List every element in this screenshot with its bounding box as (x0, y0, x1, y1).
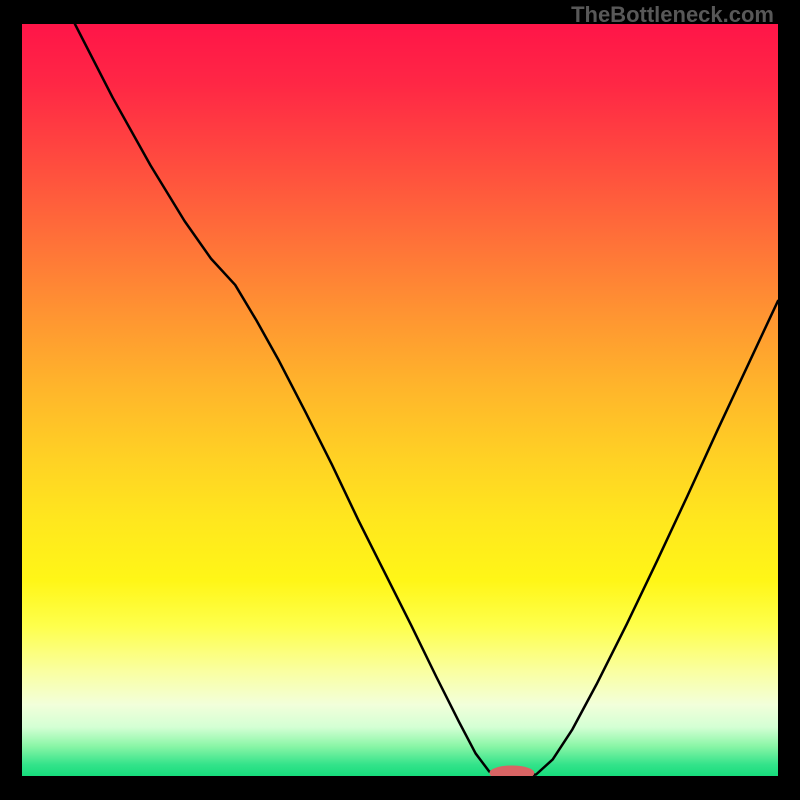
chart-container: TheBottleneck.com (0, 0, 800, 800)
plot-area (22, 24, 778, 776)
watermark-text: TheBottleneck.com (571, 2, 774, 28)
chart-svg (22, 24, 778, 776)
border-right (778, 0, 800, 800)
border-left (0, 0, 22, 800)
border-bottom (0, 776, 800, 800)
optimal-point-marker (490, 766, 534, 776)
